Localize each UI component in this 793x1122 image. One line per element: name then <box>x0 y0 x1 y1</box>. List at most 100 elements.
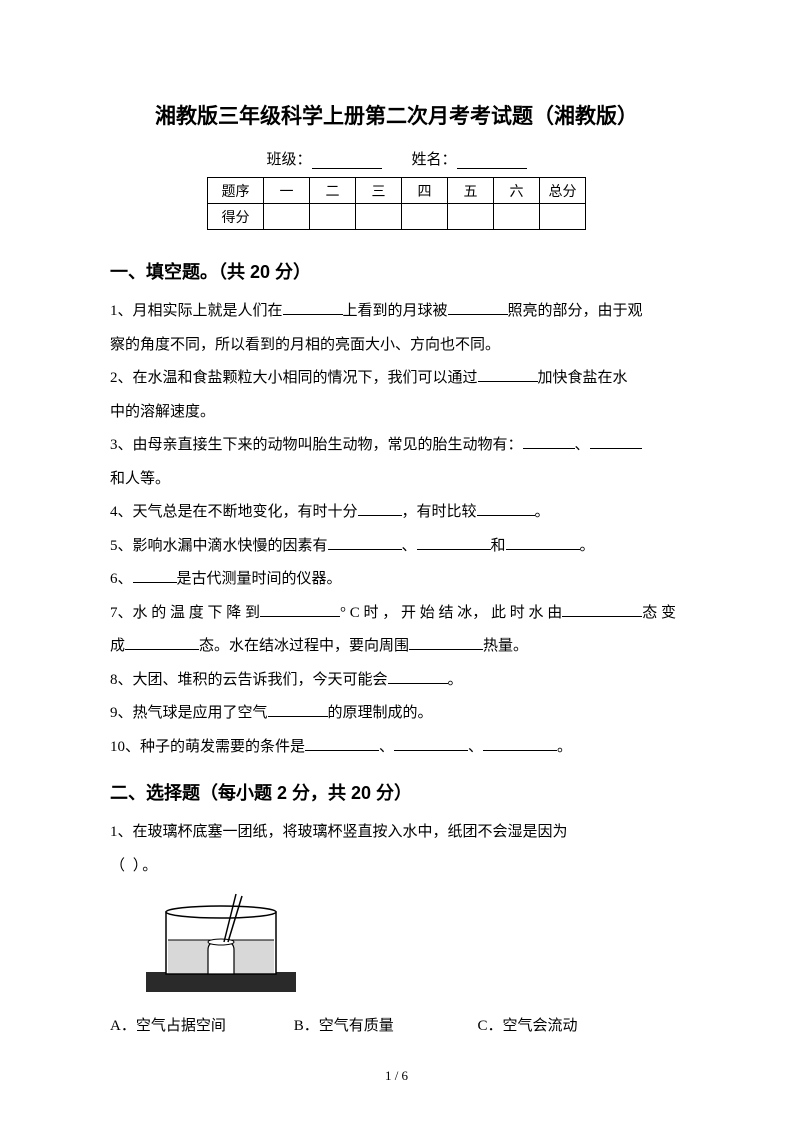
q-text: 5、影响水漏中滴水快慢的因素有 <box>110 538 328 554</box>
q-text: 态 变 <box>642 605 676 621</box>
blank <box>283 300 343 315</box>
q-text: 、 <box>402 538 417 554</box>
section1-heading: 一、填空题。（共 20 分） <box>110 258 683 284</box>
q-text: 6、 <box>110 571 133 587</box>
blank <box>268 702 328 717</box>
q-text: 、 <box>379 739 394 755</box>
q-text: ，有时比较 <box>402 504 477 520</box>
table-row: 题序 一 二 三 四 五 六 总分 <box>208 178 586 204</box>
blank <box>388 669 448 684</box>
q-text: 3、由母亲直接生下来的动物叫胎生动物，常见的胎生动物有： <box>110 437 523 453</box>
table-cell <box>356 204 402 230</box>
blank <box>506 535 580 550</box>
q-text: 的原理制成的。 <box>328 705 433 721</box>
q-text: 7、水 的 温 度 下 降 到 <box>110 605 260 621</box>
table-col: 三 <box>356 178 402 204</box>
question-5: 5、影响水漏中滴水快慢的因素有 、 和 。 <box>110 531 683 563</box>
page-title: 湘教版三年级科学上册第二次月考考试题（湘教版） <box>110 100 683 130</box>
question-7-cont: 成 态。水在结冰过程中，要向周围 热量。 <box>110 631 683 663</box>
blank <box>590 434 642 449</box>
blank <box>260 602 340 617</box>
q-text: 。 <box>557 739 572 755</box>
q-text: 、 <box>468 739 483 755</box>
question-2: 2、在水温和食盐颗粒大小相同的情况下，我们可以通过 加快食盐在水 <box>110 363 683 395</box>
blank <box>562 602 642 617</box>
question-1: 1、月相实际上就是人们在 上看到的月球被 照亮的部分，由于观 <box>110 296 683 328</box>
s2-q1-options: A．空气占据空间 B．空气有质量 C．空气会流动 <box>110 1011 683 1043</box>
option-b: B．空气有质量 <box>294 1011 474 1043</box>
table-cell <box>494 204 540 230</box>
s2-question-1-paren: （ ）。 <box>110 851 683 883</box>
blank <box>478 367 538 382</box>
option-c: C．空气会流动 <box>478 1011 578 1043</box>
table-col: 总分 <box>540 178 586 204</box>
table-cell <box>402 204 448 230</box>
table-col: 四 <box>402 178 448 204</box>
question-2-cont: 中的溶解速度。 <box>110 397 683 429</box>
q-text: 2、在水温和食盐颗粒大小相同的情况下，我们可以通过 <box>110 370 478 386</box>
q-text: 成 <box>110 638 125 654</box>
page-number: 1 / 6 <box>0 1068 793 1084</box>
q-text: 是古代测量时间的仪器。 <box>177 571 342 587</box>
q-text: 上看到的月球被 <box>343 303 448 319</box>
info-line: 班级： 姓名： <box>110 148 683 169</box>
table-col: 五 <box>448 178 494 204</box>
question-3-cont: 和人等。 <box>110 464 683 496</box>
q-text: 、 <box>575 437 590 453</box>
q-text: 4、天气总是在不断地变化，有时十分 <box>110 504 358 520</box>
question-8: 8、大团、堆积的云告诉我们，今天可能会 。 <box>110 665 683 697</box>
blank <box>328 535 402 550</box>
q-text: 照亮的部分，由于观 <box>508 303 643 319</box>
question-1-cont: 察的角度不同，所以看到的月相的亮面大小、方向也不同。 <box>110 330 683 362</box>
q-text: 。 <box>448 672 463 688</box>
s2-question-1: 1、在玻璃杯底塞一团纸，将玻璃杯竖直按入水中，纸团不会湿是因为 <box>110 817 683 849</box>
q-text: 9、热气球是应用了空气 <box>110 705 268 721</box>
question-3: 3、由母亲直接生下来的动物叫胎生动物，常见的胎生动物有： 、 <box>110 430 683 462</box>
table-col: 二 <box>310 178 356 204</box>
option-a: A．空气占据空间 <box>110 1011 290 1043</box>
table-cell <box>264 204 310 230</box>
blank <box>523 434 575 449</box>
q-text: 热量。 <box>483 638 528 654</box>
table-row: 得分 <box>208 204 586 230</box>
question-7: 7、水 的 温 度 下 降 到 ° C 时 ， 开 始 结 冰， 此 时 水 由 态… <box>110 598 683 630</box>
q-text: 10、种子的萌发需要的条件是 <box>110 739 305 755</box>
blank <box>409 635 483 650</box>
q-text: 加快食盐在水 <box>538 370 628 386</box>
name-label: 姓名： <box>412 152 457 168</box>
q-text: 8、大团、堆积的云告诉我们，今天可能会 <box>110 672 388 688</box>
table-col: 六 <box>494 178 540 204</box>
name-blank <box>457 153 527 169</box>
blank <box>133 568 177 583</box>
question-6: 6、 是古代测量时间的仪器。 <box>110 564 683 596</box>
blank <box>477 501 535 516</box>
question-10: 10、种子的萌发需要的条件是 、 、 。 <box>110 732 683 764</box>
q-text: 。 <box>535 504 550 520</box>
blank <box>483 736 557 751</box>
class-blank <box>312 153 382 169</box>
q-text: 态。水在结冰过程中，要向周围 <box>199 638 409 654</box>
table-score-label: 得分 <box>208 204 264 230</box>
q-text: 。 <box>580 538 595 554</box>
blank <box>358 501 402 516</box>
section2-heading: 二、选择题（每小题 2 分，共 20 分） <box>110 779 683 805</box>
blank <box>125 635 199 650</box>
q-text: ° C 时 ， 开 始 结 冰， 此 时 水 由 <box>340 605 562 621</box>
question-4: 4、天气总是在不断地变化，有时十分 ，有时比较 。 <box>110 497 683 529</box>
score-table: 题序 一 二 三 四 五 六 总分 得分 <box>207 177 586 230</box>
question-9: 9、热气球是应用了空气 的原理制成的。 <box>110 698 683 730</box>
table-header-label: 题序 <box>208 178 264 204</box>
class-label: 班级： <box>266 152 311 168</box>
table-cell <box>540 204 586 230</box>
table-cell <box>448 204 494 230</box>
blank <box>305 736 379 751</box>
table-cell <box>310 204 356 230</box>
beaker-diagram <box>146 892 683 997</box>
q-text: 1、月相实际上就是人们在 <box>110 303 283 319</box>
blank <box>448 300 508 315</box>
q-text: 和 <box>491 538 506 554</box>
beaker-icon <box>146 892 296 992</box>
table-col: 一 <box>264 178 310 204</box>
blank <box>417 535 491 550</box>
blank <box>394 736 468 751</box>
